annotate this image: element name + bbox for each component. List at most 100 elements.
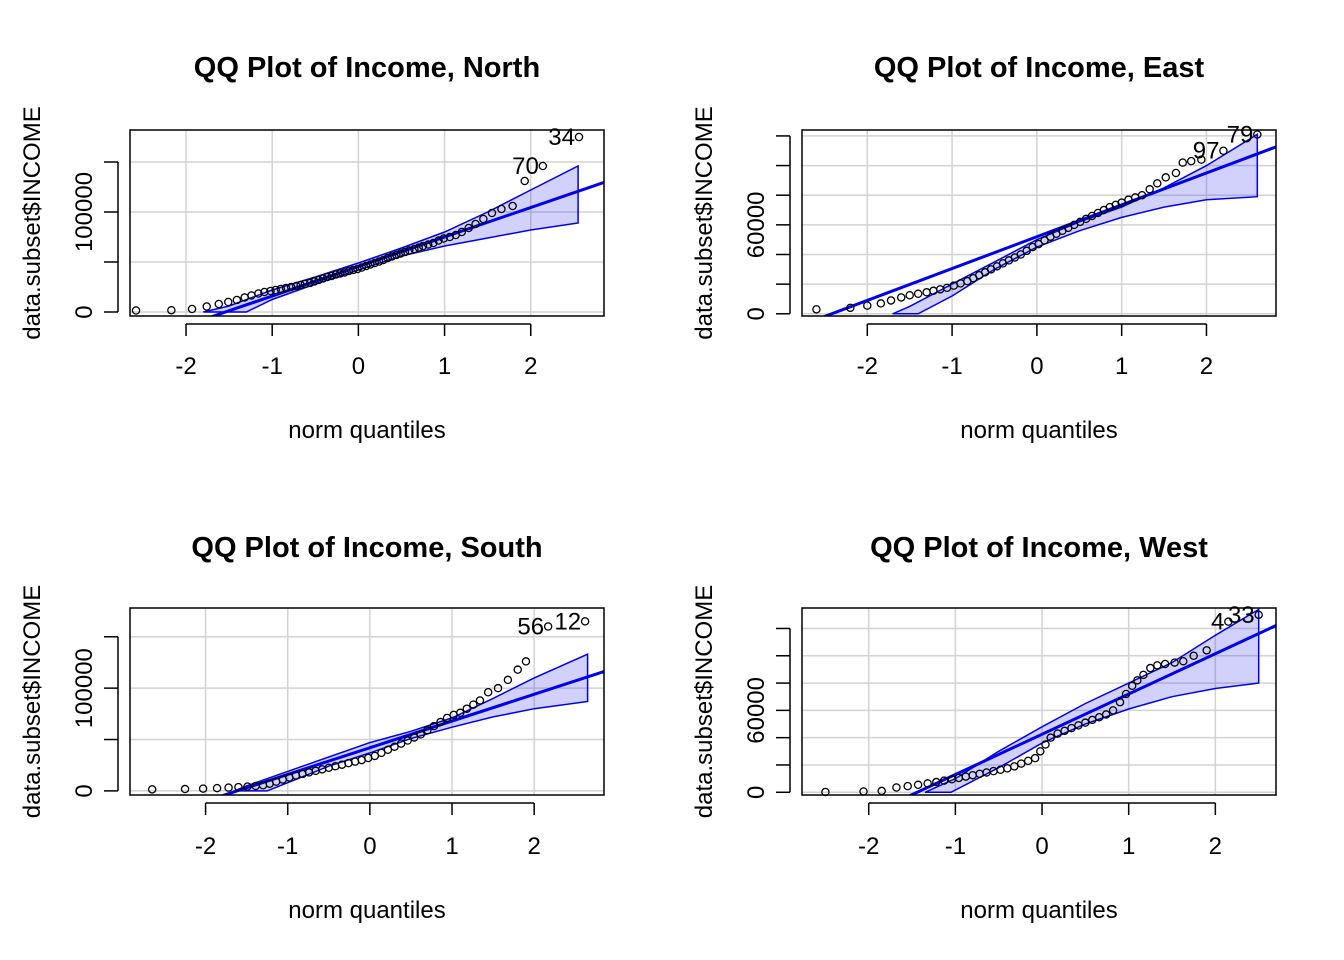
x-tick-label: 2 <box>524 353 537 380</box>
data-point <box>574 132 584 142</box>
x-tick-label: 2 <box>1200 353 1213 380</box>
data-point <box>483 688 493 697</box>
data-point <box>913 289 923 299</box>
x-tick-label: 1 <box>1115 353 1128 380</box>
data-point <box>1016 759 1026 768</box>
data-point <box>260 287 269 297</box>
data-point <box>318 274 328 283</box>
x-tick-label: 0 <box>1035 833 1048 860</box>
data-point <box>423 240 433 249</box>
data-point <box>1040 236 1049 245</box>
confidence-band <box>924 608 1260 794</box>
data-point <box>296 280 305 290</box>
data-point <box>905 291 914 300</box>
data-point <box>1121 689 1131 699</box>
y-axis-label: data.subset$INCOME <box>19 106 46 339</box>
data-point <box>400 247 410 257</box>
data-point <box>442 713 452 723</box>
plot-area <box>219 653 604 795</box>
data-point <box>1108 706 1118 715</box>
chart-title: QQ Plot of Income, West <box>870 532 1208 564</box>
data-point <box>281 283 291 293</box>
data-point <box>198 784 208 793</box>
data-point <box>1153 179 1162 188</box>
data-point <box>1146 663 1155 673</box>
data-point <box>423 726 432 735</box>
data-point <box>1074 721 1083 730</box>
data-point <box>344 266 354 276</box>
data-point <box>1036 747 1045 756</box>
outlier-label: 33 <box>1228 602 1255 629</box>
data-point <box>361 261 371 271</box>
reference-line <box>219 670 604 795</box>
data-point <box>1094 712 1104 722</box>
data-point <box>353 264 362 274</box>
data-point <box>1053 729 1062 738</box>
data-point <box>271 285 280 295</box>
data-point <box>1088 715 1097 725</box>
y-axis: 0 60000 <box>743 135 791 320</box>
data-point <box>1067 723 1076 733</box>
data-point <box>1171 168 1181 178</box>
data-point <box>1117 198 1126 207</box>
data-point <box>243 782 252 791</box>
y-axis-label: data.subset$INCOME <box>19 585 46 818</box>
data-point <box>876 299 886 308</box>
y-tick-label: 60000 <box>743 677 770 744</box>
data-point <box>374 257 384 266</box>
data-point <box>1161 173 1171 182</box>
outlier-label: 70 <box>512 153 539 180</box>
data-point <box>513 665 522 674</box>
plot-area <box>203 164 604 316</box>
outlier-label: 12 <box>554 608 581 635</box>
data-point <box>214 299 224 309</box>
data-point <box>1034 239 1043 249</box>
data-point <box>266 286 275 296</box>
data-point <box>580 617 590 626</box>
data-point <box>336 269 345 278</box>
outlier-label: 34 <box>548 124 575 151</box>
data-point <box>493 683 503 693</box>
data-point <box>469 700 478 709</box>
data-point <box>1115 697 1125 707</box>
data-point <box>922 288 931 297</box>
data-point <box>1189 651 1198 661</box>
x-tick-label: 1 <box>445 833 458 860</box>
data-point <box>1253 130 1262 139</box>
x-tick-label: -1 <box>262 353 283 380</box>
data-point <box>1197 155 1206 164</box>
qq-plot-north-panel: 70 34 -2 -1 0 1 2 0 100000 QQ Plot of Income, Nor… <box>19 52 605 444</box>
data-point <box>383 745 393 755</box>
data-point <box>859 787 868 796</box>
data-point <box>1046 733 1055 742</box>
data-point <box>455 708 465 718</box>
data-point <box>1010 762 1019 771</box>
outlier-label: 4 <box>1211 609 1224 636</box>
y-tick-label: 100000 <box>71 648 98 728</box>
data-point <box>305 278 315 288</box>
data-point <box>439 234 448 243</box>
data-point <box>497 204 506 214</box>
x-tick-label: -1 <box>945 833 966 860</box>
outlier-label: 56 <box>517 613 544 640</box>
data-point <box>846 303 855 313</box>
data-point <box>538 161 548 171</box>
data-point <box>147 785 157 794</box>
y-axis-label: data.subset$INCOME <box>691 106 718 339</box>
data-point <box>923 779 932 788</box>
data-point <box>310 277 319 286</box>
data-point <box>180 784 190 794</box>
data-point <box>1030 753 1040 763</box>
data-point <box>1160 659 1170 669</box>
data-point <box>187 304 197 314</box>
data-point <box>232 295 242 305</box>
data-point <box>1170 658 1179 667</box>
data-point <box>323 272 332 282</box>
data-point <box>436 717 445 727</box>
data-point <box>357 263 367 272</box>
data-point <box>877 786 886 796</box>
y-tick-label: 60000 <box>743 191 770 258</box>
data-point <box>1178 158 1187 167</box>
x-axis-label: norm quantiles <box>288 897 445 924</box>
x-tick-label: 0 <box>363 833 376 860</box>
